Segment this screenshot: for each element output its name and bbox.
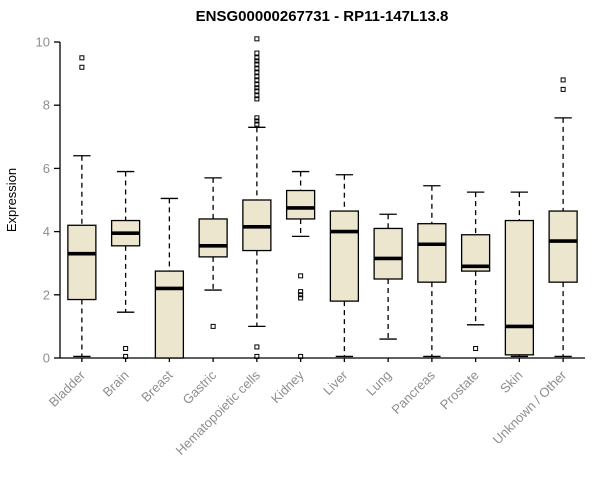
outlier-point <box>298 292 304 298</box>
outlier-point <box>254 88 260 94</box>
box-bladder <box>67 55 97 358</box>
x-category-label: Gastric <box>180 367 220 407</box>
outlier-point <box>254 96 260 102</box>
outlier-point <box>560 86 566 92</box>
box-brain <box>110 170 141 359</box>
outlier-point <box>298 295 304 301</box>
outlier-point <box>298 289 304 295</box>
box-prostate <box>460 191 491 352</box>
x-category-label: Breast <box>138 367 175 404</box>
x-category-label: Unknown / Other <box>490 367 570 447</box>
outlier-point <box>254 61 260 67</box>
outlier-point <box>123 353 129 359</box>
outlier-point <box>254 36 260 42</box>
outlier-point <box>254 344 260 350</box>
outlier-point <box>254 82 260 88</box>
box-kidney <box>285 170 316 359</box>
y-axis-label: Expression <box>4 168 19 232</box>
box-lung <box>373 213 403 340</box>
outlier-point <box>298 273 304 279</box>
outlier-point <box>254 55 260 61</box>
y-tick-label: 4 <box>43 224 50 239</box>
box-pancreas <box>417 185 447 358</box>
x-category-label: Hematopoietic cells <box>173 367 264 458</box>
x-category-label: Prostate <box>437 368 482 413</box>
box-breast <box>154 197 185 359</box>
outlier-point <box>254 85 260 91</box>
iqr-box <box>285 189 316 220</box>
outlier-point <box>254 58 260 64</box>
iqr-box <box>548 210 578 283</box>
outlier-point <box>254 118 260 124</box>
x-category-label: Lung <box>363 368 394 399</box>
outlier-point <box>210 323 216 329</box>
y-tick-label: 8 <box>43 98 50 113</box>
outlier-point <box>254 74 260 80</box>
x-category-label: Bladder <box>46 367 89 410</box>
box-unknown-other <box>548 77 578 358</box>
y-tick-label: 6 <box>43 161 50 176</box>
iqr-box <box>504 219 535 356</box>
iqr-box <box>154 270 185 359</box>
outlier-point <box>254 66 260 72</box>
outlier-point <box>473 346 479 352</box>
y-tick-label: 10 <box>36 35 50 50</box>
y-tick-label: 2 <box>43 287 50 302</box>
outlier-point <box>254 77 260 83</box>
outlier-point <box>560 77 566 83</box>
outlier-point <box>79 64 85 70</box>
outlier-point <box>254 93 260 99</box>
chart-title: ENSG00000267731 - RP11-147L13.8 <box>196 8 449 25</box>
outlier-point <box>254 69 260 75</box>
outlier-point <box>254 50 260 56</box>
x-category-label: Brain <box>100 368 132 400</box>
outlier-point <box>79 55 85 61</box>
outlier-point <box>254 121 260 127</box>
outlier-point <box>298 353 304 359</box>
iqr-box <box>198 218 228 258</box>
box-skin <box>504 191 535 358</box>
box-liver <box>329 174 360 358</box>
x-category-label: Kidney <box>268 367 307 406</box>
y-tick-label: 0 <box>43 351 50 366</box>
iqr-box <box>67 224 97 301</box>
box-gastric <box>198 177 228 329</box>
x-category-label: Pancreas <box>389 367 439 417</box>
iqr-box <box>329 210 360 302</box>
outlier-point <box>254 353 260 359</box>
x-category-label: Skin <box>497 368 525 396</box>
iqr-box <box>373 227 403 280</box>
outlier-point <box>123 346 129 352</box>
iqr-box <box>417 223 447 283</box>
outlier-point <box>254 115 260 121</box>
box-hematopoietic-cells <box>242 36 272 359</box>
x-category-label: Liver <box>320 367 351 398</box>
